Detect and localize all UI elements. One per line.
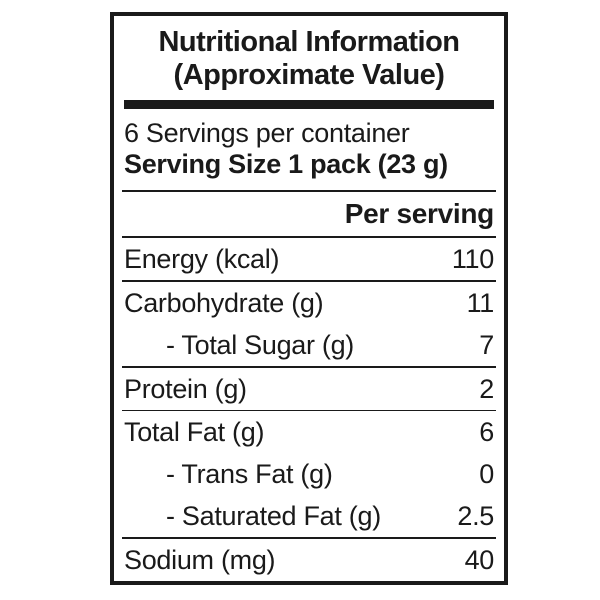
nutrient-row-protein: Protein (g) 2 [122,368,496,410]
nutrient-value: 2 [479,373,494,404]
label-title-line1: Nutritional Information [158,26,460,58]
nutrient-name: - Saturated Fat (g) [166,501,381,532]
servings-per-container: 6 Servings per container [124,118,410,149]
label-title: Nutritional Information (Approximate Val… [122,16,496,92]
nutrient-row-energy: Energy (kcal) 110 [122,238,496,280]
nutrient-row-total-sugar: - Total Sugar (g) 7 [122,324,496,366]
nutrient-name: Energy (kcal) [124,244,280,275]
per-serving-header: Per serving [122,190,496,239]
nutrient-name: - Trans Fat (g) [166,459,333,490]
nutrient-row-saturated-fat: - Saturated Fat (g) 2.5 [122,495,496,537]
nutrient-row-total-fat: Total Fat (g) 6 [122,411,496,453]
nutrient-name: Protein (g) [124,373,247,404]
nutrient-value: 6 [479,417,494,448]
nutrient-row-carbohydrate: Carbohydrate (g) 11 [122,282,496,324]
label-title-line2: (Approximate Value) [173,59,445,91]
nutrient-value: 110 [451,244,494,275]
row-divider [122,280,496,282]
thick-divider-bar [124,100,494,110]
row-divider [122,537,496,540]
row-divider [122,365,496,368]
nutrient-name: Sodium (mg) [124,545,276,576]
nutrient-name: - Total Sugar (g) [166,329,354,360]
nutrient-name: Carbohydrate (g) [124,287,324,318]
serving-size: Serving Size 1 pack (23 g) [124,149,448,180]
nutrient-row-sodium: Sodium (mg) 40 [122,539,496,581]
row-divider [122,409,496,412]
nutrient-value: 40 [464,545,495,576]
nutrient-value: 0 [479,459,494,490]
nutrient-value: 7 [479,329,494,360]
nutrient-name: Total Fat (g) [124,417,265,448]
serving-info: 6 Servings per container Serving Size 1 … [122,116,496,180]
nutrient-value: 11 [466,287,495,318]
nutrition-label: Nutritional Information (Approximate Val… [110,12,508,585]
nutrient-row-trans-fat: - Trans Fat (g) 0 [122,453,496,495]
nutrient-value: 2.5 [457,501,494,532]
